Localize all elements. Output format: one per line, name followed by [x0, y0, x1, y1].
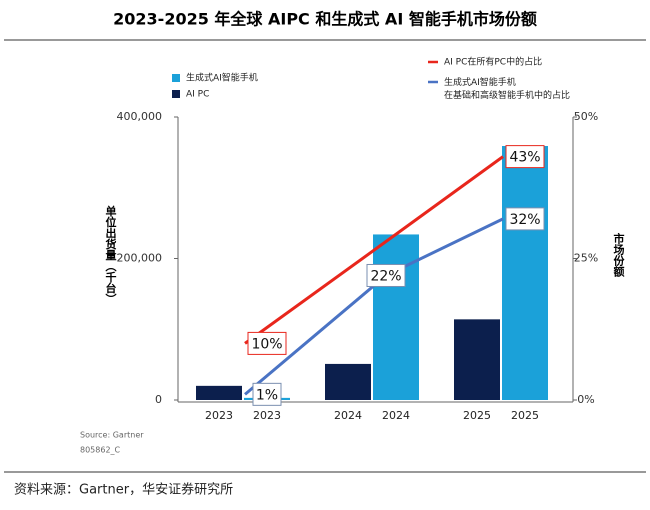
legend-swatch [172, 90, 180, 98]
bar [196, 385, 242, 400]
value-label: 1% [256, 387, 278, 403]
value-label-box [252, 382, 282, 406]
note: 805862_C [80, 446, 121, 455]
bar [325, 363, 371, 400]
x-tick-label: 2023 [205, 409, 233, 422]
legend-label: AI PC [186, 90, 209, 100]
value-label: 43% [509, 150, 540, 166]
y-tick-label: 0 [155, 393, 162, 406]
value-label-box [247, 331, 287, 355]
value-label: 10% [251, 336, 282, 352]
y2-axis-title: 市场份额 [612, 232, 625, 278]
value-label: 22% [370, 268, 401, 284]
value-label-box [366, 263, 406, 287]
bar [502, 146, 548, 400]
y2-tick-label: 0% [577, 393, 594, 406]
chart-title: 2023-2025 年全球 AIPC 和生成式 AI 智能手机市场份额 [113, 10, 537, 29]
value-label: 32% [509, 212, 540, 228]
legend-label: 生成式AI智能手机 [186, 72, 258, 84]
x-tick-label: 2025 [463, 409, 491, 422]
legend-label: 生成式AI智能手机在基础和高级智能手机中的占比 [444, 76, 570, 101]
x-tick-label: 2025 [511, 409, 539, 422]
source: 资料来源：Gartner，华安证券研究所 [14, 482, 233, 498]
value-label-box [505, 207, 545, 231]
y-tick-label: 200,000 [117, 252, 163, 265]
y-axis-title: 单位出货量（千台） [104, 204, 118, 304]
y2-tick-label: 50% [574, 110, 598, 123]
x-tick-label: 2024 [334, 409, 362, 422]
note: Source: Gartner [80, 431, 144, 440]
legend-label: AI PC在所有PC中的占比 [444, 56, 542, 68]
x-tick-label: 2023 [253, 409, 281, 422]
x-tick-label: 2024 [382, 409, 410, 422]
y2-tick-label: 25% [574, 252, 598, 265]
line [244, 155, 504, 345]
legend-swatch [172, 74, 180, 82]
value-label-box [505, 145, 545, 169]
y-tick-label: 400,000 [117, 110, 163, 123]
bar [454, 319, 500, 400]
bar [373, 234, 419, 400]
